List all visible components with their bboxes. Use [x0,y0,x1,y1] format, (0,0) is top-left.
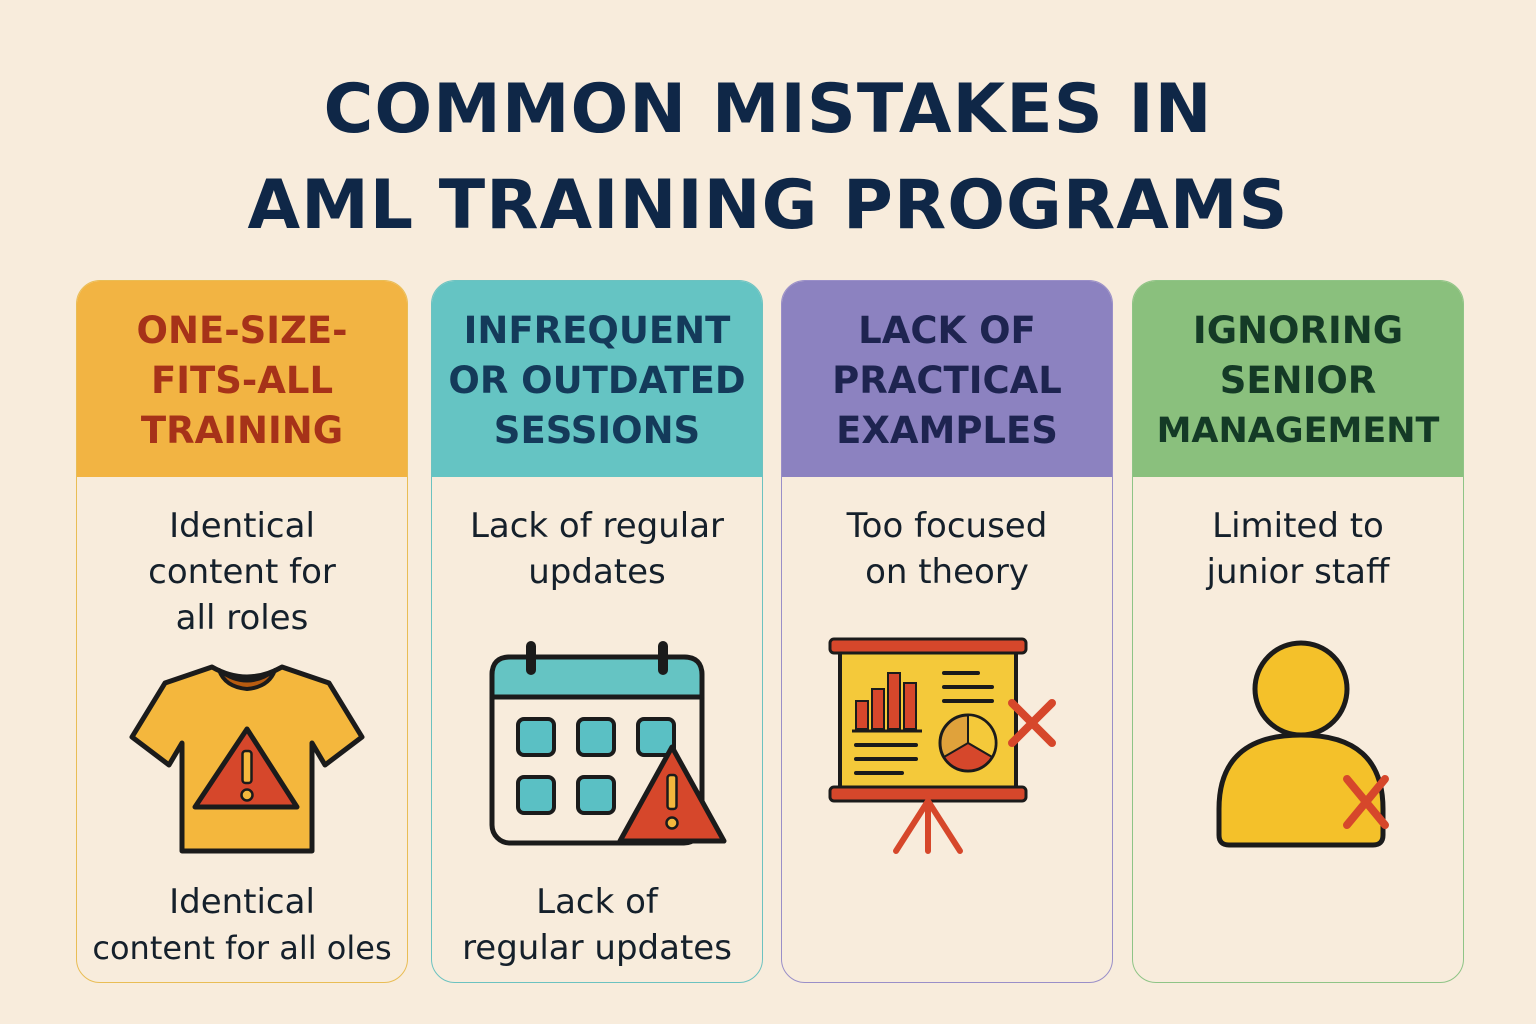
presentation-board-x-icon [826,635,1062,857]
page-title: COMMON MISTAKES IN AML TRAINING PROGRAMS [0,62,1536,254]
card-header: IGNORING SENIOR MANAGEMENT [1133,281,1463,477]
person-x-icon [1213,639,1403,849]
title-line-1: COMMON MISTAKES IN [323,70,1213,149]
card-heading-line: MANAGEMENT [1156,411,1440,451]
card-heading-line: SESSIONS [493,409,701,452]
card-heading-line: TRAINING [140,409,344,452]
description-line: Identical [169,506,315,546]
card-description: Identical content for all roles [77,503,407,641]
title-line-2: AML TRAINING PROGRAMS [247,166,1289,245]
card-one-size-fits-all: ONE-SIZE- FITS-ALL TRAINING Identical co… [76,280,408,983]
caption-line: Lack of [536,882,658,922]
card-heading-line: INFREQUENT [463,309,731,352]
description-line: Lack of regular [469,506,725,546]
card-lack-of-examples: LACK OF PRACTICAL EXAMPLES Too focused o… [781,280,1113,983]
card-heading-line: FITS-ALL [150,359,334,402]
description-line: all roles [175,598,309,638]
t-shirt-warning-icon [129,661,365,857]
description-line: junior staff [1206,552,1390,592]
card-heading-line: LACK OF [858,309,1036,352]
card-caption: Lack of regular updates [432,879,762,971]
card-infrequent-sessions: INFREQUENT OR OUTDATED SESSIONS Lack of … [431,280,763,983]
card-description: Too focused on theory [782,503,1112,595]
card-description: Limited to junior staff [1133,503,1463,595]
card-header: ONE-SIZE- FITS-ALL TRAINING [77,281,407,477]
calendar-warning-icon [488,637,728,849]
caption-line: regular updates [462,928,732,968]
card-heading-line: ONE-SIZE- [136,309,348,352]
card-heading-line: OR OUTDATED [448,359,746,402]
card-description: Lack of regular updates [432,503,762,595]
description-line: Limited to [1212,506,1384,546]
card-heading-line: IGNORING [1192,309,1404,352]
card-heading-line: PRACTICAL [832,359,1062,402]
card-header: LACK OF PRACTICAL EXAMPLES [782,281,1112,477]
caption-line: Identical [169,882,315,922]
description-line: content for [148,552,336,592]
description-line: updates [528,552,666,592]
card-header: INFREQUENT OR OUTDATED SESSIONS [432,281,762,477]
card-heading-line: SENIOR [1219,359,1377,402]
caption-line: content for all oles [92,929,392,967]
description-line: on theory [865,552,1029,592]
card-caption: Identical content for all oles [77,879,407,971]
description-line: Too focused [846,506,1048,546]
card-heading-line: EXAMPLES [836,409,1058,452]
card-ignoring-senior-management: IGNORING SENIOR MANAGEMENT Limited to ju… [1132,280,1464,983]
